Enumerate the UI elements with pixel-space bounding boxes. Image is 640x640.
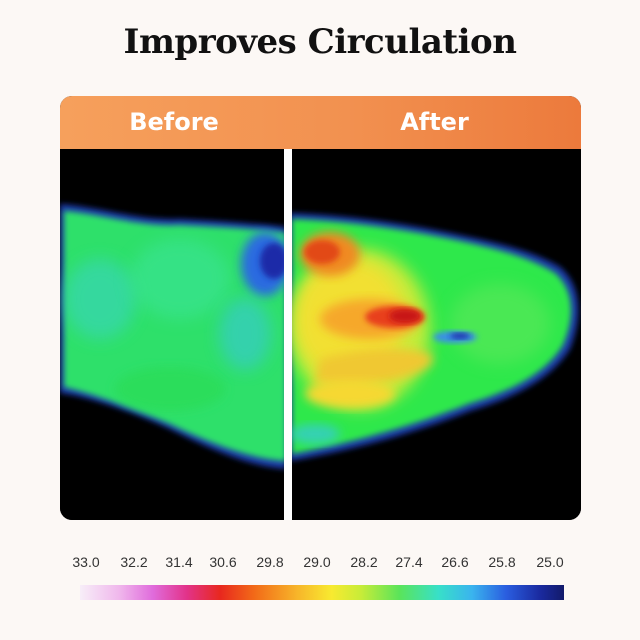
before-after-divider [284, 149, 292, 520]
scale-tick-label: 28.2 [350, 554, 378, 570]
after-thermal-foot [290, 213, 579, 461]
scale-tick-label: 29.0 [303, 554, 331, 570]
scale-tick-label: 31.4 [165, 554, 193, 570]
before-thermal-foot [60, 204, 286, 469]
scale-tick-label: 29.8 [256, 554, 284, 570]
scale-tick-label: 27.4 [395, 554, 423, 570]
scale-tick-label: 30.6 [209, 554, 237, 570]
scale-tick-label: 25.0 [536, 554, 564, 570]
page-title: Improves Circulation [123, 22, 517, 62]
comparison-card: Before After [60, 96, 581, 520]
temperature-scale-labels: 33.0 32.2 31.4 30.6 29.8 29.0 28.2 27.4 … [72, 554, 564, 572]
scale-tick-label: 32.2 [120, 554, 148, 570]
temperature-color-bar [80, 585, 564, 600]
before-label: Before [129, 108, 219, 136]
scale-tick-label: 26.6 [441, 554, 469, 570]
comparison-header: Before After [60, 96, 581, 149]
thermal-image [60, 149, 581, 520]
scale-tick-label: 25.8 [488, 554, 516, 570]
after-label: After [400, 108, 469, 136]
scale-tick-label: 33.0 [72, 554, 100, 570]
